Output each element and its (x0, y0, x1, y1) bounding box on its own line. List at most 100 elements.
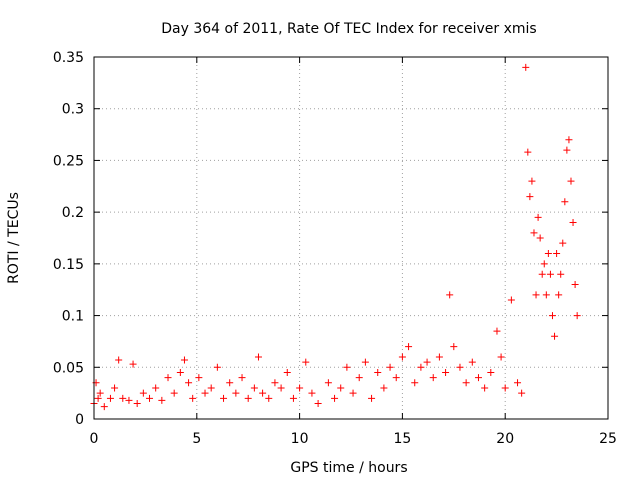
data-point (553, 250, 561, 258)
data-point (207, 384, 215, 392)
data-point (201, 389, 209, 397)
data-point (481, 384, 489, 392)
data-point (555, 291, 563, 299)
data-point (518, 389, 526, 397)
data-point (528, 177, 536, 185)
data-point (450, 343, 458, 351)
data-point (146, 394, 154, 402)
data-point (265, 394, 273, 402)
data-point (152, 384, 160, 392)
data-point (540, 260, 548, 268)
data-point (380, 384, 388, 392)
x-tick-label: 0 (90, 431, 99, 447)
data-point (446, 291, 454, 299)
data-point (185, 379, 193, 387)
data-point (238, 374, 246, 382)
data-point (296, 384, 304, 392)
data-point (139, 389, 147, 397)
data-point (573, 312, 581, 320)
data-point (283, 368, 291, 376)
data-point (559, 239, 567, 247)
x-tick-label: 25 (599, 431, 617, 447)
data-point (411, 379, 419, 387)
data-point (349, 389, 357, 397)
data-point (106, 394, 114, 402)
data-point (100, 403, 108, 411)
data-point (551, 332, 559, 340)
y-tick-label: 0.3 (62, 102, 84, 118)
data-point (557, 270, 565, 278)
data-point (189, 394, 197, 402)
x-tick-label: 20 (496, 431, 514, 447)
data-point (331, 394, 339, 402)
data-point (569, 218, 577, 226)
data-point (561, 198, 569, 206)
data-point (571, 281, 579, 289)
data-point (220, 394, 228, 402)
y-tick-label: 0.1 (62, 309, 84, 325)
data-point (111, 384, 119, 392)
data-point (271, 379, 279, 387)
data-point (133, 399, 141, 407)
x-tick-label: 5 (192, 431, 201, 447)
data-point (392, 374, 400, 382)
data-point (532, 291, 540, 299)
data-points (90, 63, 581, 411)
data-point (524, 148, 532, 156)
plot-frame (93, 56, 609, 420)
data-point (405, 343, 413, 351)
data-point (343, 363, 351, 371)
data-point (259, 389, 267, 397)
data-point (514, 379, 522, 387)
data-point (254, 353, 262, 361)
data-point (94, 394, 102, 402)
data-point (507, 296, 515, 304)
data-point (548, 312, 556, 320)
data-point (429, 374, 437, 382)
y-tick-label: 0.2 (62, 205, 84, 221)
x-tick-label: 10 (291, 431, 309, 447)
data-point (180, 356, 188, 364)
y-tick-label: 0.25 (53, 153, 84, 169)
data-point (302, 358, 310, 366)
y-tick-label: 0.15 (53, 257, 84, 273)
data-point (119, 394, 127, 402)
axis-ticks: 0 5 10 15 20 25 0 0.05 0.1 0.15 0.2 0.25 0.3 0.35 (53, 50, 617, 447)
data-point (536, 234, 544, 242)
y-tick-label: 0.05 (53, 360, 84, 376)
data-point (226, 379, 234, 387)
data-point (96, 389, 104, 397)
data-point (462, 379, 470, 387)
data-point (567, 177, 575, 185)
data-point (129, 360, 137, 368)
data-point (125, 396, 133, 404)
data-point (374, 368, 382, 376)
data-point (546, 270, 554, 278)
data-point (170, 389, 178, 397)
data-point (324, 379, 332, 387)
data-point (250, 384, 258, 392)
y-axis-label: ROTI / TECUs (6, 192, 22, 284)
y-tick-label: 0 (75, 412, 84, 428)
data-point (176, 368, 184, 376)
data-point (314, 399, 322, 407)
data-point (435, 353, 443, 361)
data-point (526, 193, 534, 201)
data-point (563, 146, 571, 154)
data-point (530, 229, 538, 237)
x-tick-label: 15 (393, 431, 411, 447)
data-point (522, 63, 530, 71)
data-point (158, 396, 166, 404)
data-point (355, 374, 363, 382)
data-point (544, 250, 552, 258)
data-point (337, 384, 345, 392)
data-point (277, 384, 285, 392)
y-tick-label: 0.35 (53, 50, 84, 66)
data-point (538, 270, 546, 278)
data-point (501, 384, 509, 392)
data-point (468, 358, 476, 366)
data-point (423, 358, 431, 366)
x-axis-label: GPS time / hours (290, 460, 407, 476)
data-point (361, 358, 369, 366)
data-point (368, 394, 376, 402)
